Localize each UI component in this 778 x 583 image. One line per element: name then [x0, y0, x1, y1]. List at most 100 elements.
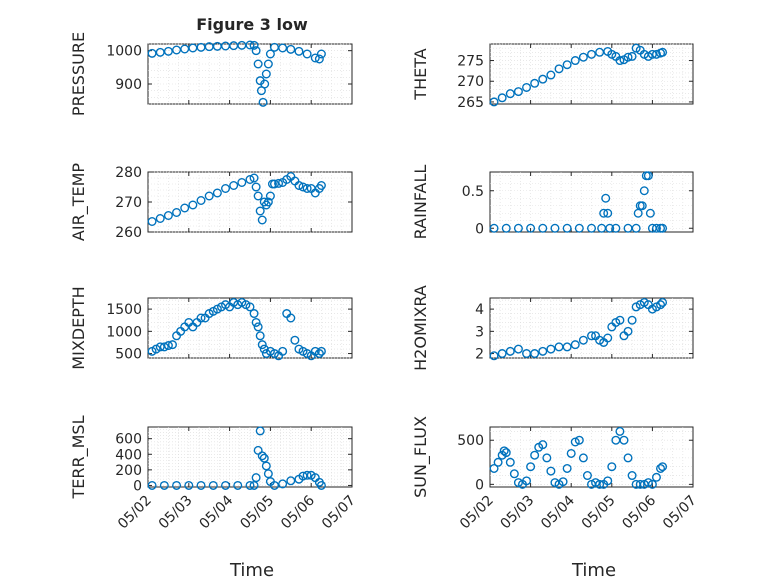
data-point: [497, 349, 507, 359]
data-point: [558, 477, 568, 487]
data-point: [221, 183, 231, 193]
data-point: [587, 331, 597, 341]
figure-title: Figure 3 low: [196, 15, 308, 34]
data-point: [188, 200, 198, 210]
y-tick-label: 0: [475, 221, 484, 237]
x-tick-label: 05/03: [156, 493, 196, 533]
data-point: [253, 322, 263, 332]
subplot-mixdepth: 500 1000 1500 MIXDEPTH: [69, 286, 353, 370]
data-point: [249, 309, 259, 319]
data-point: [601, 193, 611, 203]
data-point: [316, 480, 326, 490]
data-point: [651, 472, 661, 482]
y-tick-label: 4: [475, 302, 484, 318]
data-point: [603, 476, 613, 486]
y-tick-label: 270: [115, 195, 142, 211]
data-point: [562, 60, 572, 70]
y-tick-label: 0: [475, 477, 484, 493]
data-point: [221, 480, 231, 490]
data-point: [658, 47, 668, 57]
data-point: [623, 326, 633, 336]
data-point: [505, 89, 515, 99]
data-point: [302, 183, 312, 193]
data-point: [212, 188, 222, 198]
y-tick-label: 900: [115, 77, 142, 93]
data-point: [184, 480, 194, 490]
data-point: [298, 182, 308, 192]
y-axis-label: MIXDEPTH: [69, 286, 88, 369]
data-point: [651, 49, 661, 59]
data-point: [587, 223, 597, 233]
data-point: [578, 335, 588, 345]
data-point: [155, 342, 165, 352]
data-point: [278, 43, 288, 53]
y-tick-label: 270: [457, 74, 484, 90]
data-point: [627, 51, 637, 61]
data-point: [501, 448, 511, 458]
data-point: [591, 478, 601, 488]
data-point: [167, 340, 177, 350]
data-point: [257, 340, 267, 350]
y-tick-label: 400: [115, 447, 142, 463]
data-point: [651, 223, 661, 233]
data-point: [237, 177, 247, 187]
data-point: [489, 463, 499, 473]
y-tick-label: 275: [457, 54, 484, 70]
x-tick-label: 05/04: [197, 492, 237, 532]
data-point: [196, 313, 206, 323]
data-point: [578, 52, 588, 62]
data-point: [637, 201, 647, 211]
data-point: [196, 195, 206, 205]
data-point: [245, 174, 255, 184]
data-point: [257, 451, 267, 461]
data-point: [615, 426, 625, 436]
data-point: [595, 479, 605, 489]
data-point: [196, 480, 206, 490]
x-tick-label: 05/06: [278, 492, 318, 532]
data-point: [261, 69, 271, 79]
x-tick-label: 05/06: [619, 492, 659, 532]
subplot-grid: 900 1000 PRESSURE 265 270 275 THETA 260 270 280 AI…: [69, 32, 700, 532]
data-point: [316, 346, 326, 356]
data-point: [530, 78, 540, 88]
data-point: [251, 182, 261, 192]
y-tick-label: 280: [115, 165, 142, 181]
data-point: [562, 223, 572, 233]
data-point: [658, 223, 668, 233]
data-point: [615, 56, 625, 66]
data-point: [497, 93, 507, 103]
data-point: [172, 207, 182, 217]
data-point: [603, 333, 613, 343]
data-point: [251, 46, 261, 56]
x-tick-label: 05/02: [457, 493, 497, 533]
data-point: [570, 56, 580, 66]
data-point: [489, 97, 499, 107]
data-point: [570, 340, 580, 350]
y-tick-label: 600: [115, 432, 142, 448]
subplot-pressure: 900 1000 PRESSURE: [69, 32, 353, 116]
subplot-rainfall: 0 0.5 RAINFALL: [411, 165, 694, 239]
data-point: [180, 203, 190, 213]
data-point: [159, 342, 169, 352]
y-tick-label: 500: [457, 433, 484, 449]
data-point: [265, 49, 275, 59]
data-point: [607, 462, 617, 472]
data-point: [538, 346, 548, 356]
data-point: [259, 344, 269, 354]
data-point: [255, 206, 265, 216]
data-point: [619, 435, 629, 445]
data-point: [623, 453, 633, 463]
data-point: [505, 457, 515, 467]
data-point: [570, 437, 580, 447]
data-point: [574, 435, 584, 445]
data-point: [290, 335, 300, 345]
data-point: [526, 223, 536, 233]
data-point: [257, 215, 267, 225]
data-point: [294, 180, 304, 190]
data-point: [645, 208, 655, 218]
data-point: [251, 473, 261, 483]
data-point: [546, 70, 556, 80]
y-tick-label: 260: [115, 225, 142, 241]
x-tick-label: 05/05: [579, 493, 619, 533]
data-point: [566, 448, 576, 458]
